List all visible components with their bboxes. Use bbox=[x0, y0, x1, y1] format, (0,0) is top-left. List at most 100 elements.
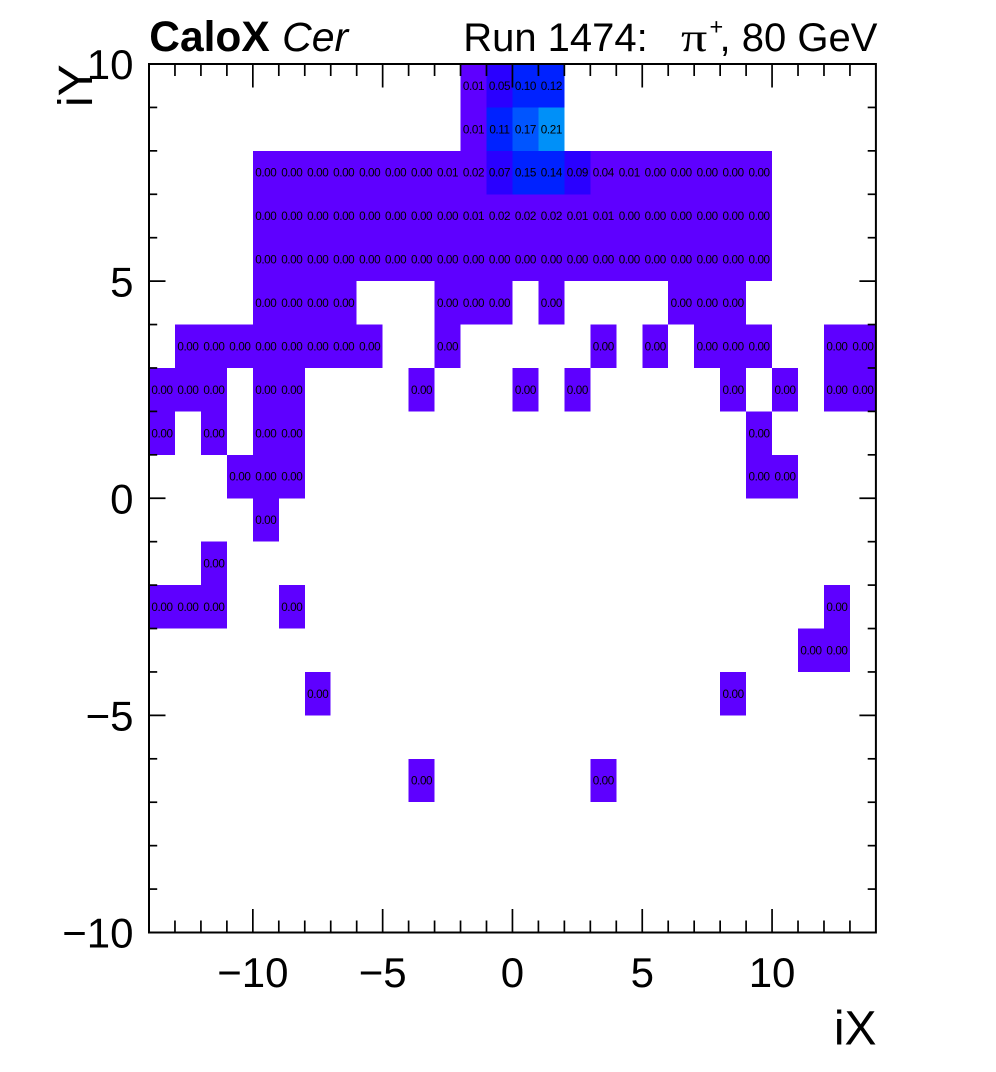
svg-text:0.00: 0.00 bbox=[333, 297, 355, 310]
svg-text:0.00: 0.00 bbox=[619, 254, 641, 267]
svg-text:0.00: 0.00 bbox=[203, 340, 225, 353]
svg-text:0.00: 0.00 bbox=[255, 340, 277, 353]
svg-text:0: 0 bbox=[110, 475, 133, 522]
svg-text:0.00: 0.00 bbox=[411, 775, 433, 788]
svg-text:0.00: 0.00 bbox=[645, 210, 667, 223]
svg-text:0.01: 0.01 bbox=[567, 210, 588, 223]
svg-text:10: 10 bbox=[749, 949, 796, 996]
svg-text:0.02: 0.02 bbox=[489, 210, 510, 223]
svg-text:0.21: 0.21 bbox=[541, 123, 562, 136]
svg-text:0.00: 0.00 bbox=[826, 384, 848, 397]
svg-text:iX: iX bbox=[834, 1003, 877, 1056]
svg-text:0.12: 0.12 bbox=[541, 80, 562, 93]
svg-text:0.00: 0.00 bbox=[333, 254, 355, 267]
svg-text:0.00: 0.00 bbox=[852, 384, 874, 397]
svg-text:0.00: 0.00 bbox=[177, 601, 199, 614]
svg-text:0.00: 0.00 bbox=[697, 254, 719, 267]
svg-text:0.00: 0.00 bbox=[826, 644, 848, 657]
svg-text:0.00: 0.00 bbox=[281, 210, 303, 223]
svg-text:0.00: 0.00 bbox=[255, 297, 277, 310]
svg-text:−5: −5 bbox=[86, 693, 134, 740]
svg-text:0.00: 0.00 bbox=[671, 254, 693, 267]
svg-text:0.00: 0.00 bbox=[800, 644, 822, 657]
svg-text:0.00: 0.00 bbox=[723, 210, 745, 223]
svg-text:0.00: 0.00 bbox=[774, 384, 796, 397]
svg-text:0.00: 0.00 bbox=[385, 167, 407, 180]
svg-text:0.00: 0.00 bbox=[515, 254, 537, 267]
svg-text:0.00: 0.00 bbox=[359, 340, 381, 353]
svg-text:0.02: 0.02 bbox=[515, 210, 536, 223]
svg-text:0.00: 0.00 bbox=[229, 340, 251, 353]
svg-text:0.07: 0.07 bbox=[489, 167, 510, 180]
svg-text:0.00: 0.00 bbox=[723, 384, 745, 397]
svg-text:0.00: 0.00 bbox=[749, 167, 771, 180]
svg-text:0.00: 0.00 bbox=[749, 471, 771, 484]
svg-text:0.00: 0.00 bbox=[151, 427, 173, 440]
svg-text:0.00: 0.00 bbox=[697, 167, 719, 180]
svg-text:0.00: 0.00 bbox=[437, 297, 459, 310]
svg-text:−10: −10 bbox=[62, 910, 133, 957]
svg-text:iY: iY bbox=[50, 64, 103, 107]
svg-text:0.14: 0.14 bbox=[541, 167, 563, 180]
svg-text:0.00: 0.00 bbox=[463, 254, 485, 267]
svg-text:0.00: 0.00 bbox=[749, 210, 771, 223]
svg-text:0.00: 0.00 bbox=[411, 384, 433, 397]
svg-text:0.00: 0.00 bbox=[411, 254, 433, 267]
svg-text:0.00: 0.00 bbox=[255, 210, 277, 223]
svg-text:0.00: 0.00 bbox=[255, 427, 277, 440]
svg-text:CaloX Cer: CaloX Cer bbox=[149, 14, 350, 61]
svg-text:0.01: 0.01 bbox=[437, 167, 458, 180]
svg-text:+: + bbox=[710, 14, 724, 40]
svg-text:10: 10 bbox=[87, 41, 134, 88]
svg-text:0.00: 0.00 bbox=[203, 558, 225, 571]
svg-text:0.00: 0.00 bbox=[255, 471, 277, 484]
svg-text:0.00: 0.00 bbox=[281, 471, 303, 484]
svg-text:0.00: 0.00 bbox=[645, 340, 667, 353]
svg-text:0.00: 0.00 bbox=[489, 297, 511, 310]
svg-text:0.00: 0.00 bbox=[437, 210, 459, 223]
svg-text:0.01: 0.01 bbox=[463, 123, 484, 136]
svg-text:0.00: 0.00 bbox=[749, 340, 771, 353]
svg-text:0.01: 0.01 bbox=[463, 80, 484, 93]
svg-text:0.00: 0.00 bbox=[723, 167, 745, 180]
svg-text:Run 1474:: Run 1474: bbox=[463, 16, 648, 60]
svg-text:π: π bbox=[681, 17, 707, 61]
svg-text:0.09: 0.09 bbox=[567, 167, 588, 180]
svg-text:0.00: 0.00 bbox=[229, 471, 251, 484]
svg-text:0.00: 0.00 bbox=[593, 254, 615, 267]
svg-text:0.00: 0.00 bbox=[697, 210, 719, 223]
svg-text:5: 5 bbox=[631, 949, 654, 996]
svg-text:0.11: 0.11 bbox=[489, 123, 509, 136]
svg-text:0.00: 0.00 bbox=[749, 254, 771, 267]
svg-text:0.00: 0.00 bbox=[281, 340, 303, 353]
svg-text:0.00: 0.00 bbox=[307, 167, 329, 180]
svg-text:0.00: 0.00 bbox=[826, 601, 848, 614]
svg-text:0.00: 0.00 bbox=[307, 210, 329, 223]
svg-text:0.00: 0.00 bbox=[723, 297, 745, 310]
svg-text:0.00: 0.00 bbox=[385, 210, 407, 223]
svg-text:, 80 GeV: , 80 GeV bbox=[720, 16, 878, 60]
svg-text:−10: −10 bbox=[217, 949, 288, 996]
svg-text:0.00: 0.00 bbox=[359, 210, 381, 223]
svg-text:0.00: 0.00 bbox=[359, 254, 381, 267]
svg-text:0.01: 0.01 bbox=[593, 210, 614, 223]
svg-text:0.00: 0.00 bbox=[281, 167, 303, 180]
svg-text:0.00: 0.00 bbox=[671, 210, 693, 223]
svg-text:0.00: 0.00 bbox=[203, 601, 225, 614]
svg-text:0.00: 0.00 bbox=[567, 254, 589, 267]
svg-text:0.00: 0.00 bbox=[307, 340, 329, 353]
svg-text:0.00: 0.00 bbox=[307, 297, 329, 310]
svg-text:0.00: 0.00 bbox=[281, 297, 303, 310]
svg-text:5: 5 bbox=[110, 258, 133, 305]
svg-text:0.00: 0.00 bbox=[593, 340, 615, 353]
svg-text:0.00: 0.00 bbox=[281, 384, 303, 397]
svg-text:0.00: 0.00 bbox=[281, 254, 303, 267]
svg-text:0.00: 0.00 bbox=[255, 254, 277, 267]
svg-text:0.00: 0.00 bbox=[593, 775, 615, 788]
svg-text:0.00: 0.00 bbox=[774, 471, 796, 484]
svg-text:0.00: 0.00 bbox=[203, 427, 225, 440]
svg-text:0.00: 0.00 bbox=[281, 427, 303, 440]
svg-text:0.00: 0.00 bbox=[723, 340, 745, 353]
svg-text:0.00: 0.00 bbox=[489, 254, 511, 267]
svg-text:0.02: 0.02 bbox=[541, 210, 562, 223]
